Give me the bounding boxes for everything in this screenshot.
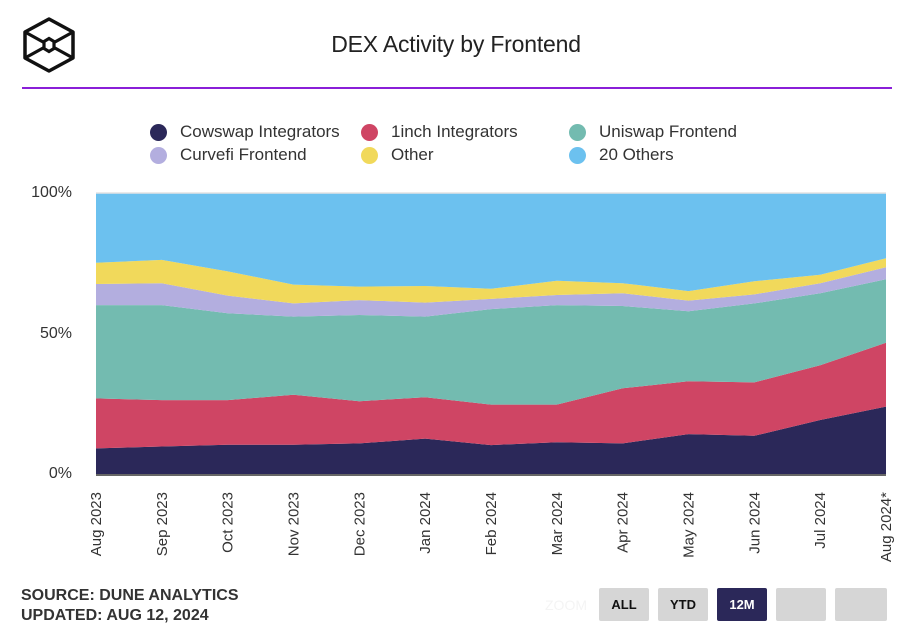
area-cowswap-integrators[interactable] [96, 406, 886, 474]
legend-item-1inch-integrators[interactable]: 1inch Integrators [361, 122, 518, 142]
legend-swatch [361, 146, 378, 164]
x-tick-label: Apr 2024 [615, 492, 632, 553]
legend-swatch [361, 123, 378, 141]
legend-item-cowswap-integrators[interactable]: Cowswap Integrators [150, 122, 340, 142]
zoom-extra-button-1[interactable] [776, 588, 826, 621]
x-tick-label: Aug 2024* [878, 492, 895, 562]
legend-label: 20 Others [599, 145, 674, 164]
area-20-others[interactable] [96, 193, 886, 292]
x-tick-label: Sep 2023 [154, 492, 171, 556]
zoom-label: ZOOM [545, 597, 587, 613]
legend-item-curvefi-frontend[interactable]: Curvefi Frontend [150, 145, 307, 165]
x-tick-label: Feb 2024 [483, 492, 500, 555]
legend-swatch [150, 146, 167, 164]
x-tick-label: Dec 2023 [351, 492, 368, 556]
footer-info: SOURCE: DUNE ANALYTICS UPDATED: AUG 12, … [21, 586, 239, 626]
area-1inch-integrators[interactable] [96, 342, 886, 449]
chart-title: DEX Activity by Frontend [331, 31, 581, 57]
x-tick-label: Aug 2023 [88, 492, 105, 556]
header-divider [22, 87, 892, 89]
area-layers [96, 193, 886, 474]
legend-swatch [569, 123, 586, 141]
zoom-ytd-button[interactable]: YTD [658, 588, 708, 621]
legend-label: Uniswap Frontend [599, 122, 737, 141]
legend-item-other[interactable]: Other [361, 145, 434, 165]
hexagon-cube-logo-icon [23, 17, 75, 73]
zoom-12m-button[interactable]: 12M [717, 588, 767, 621]
legend-label: 1inch Integrators [391, 122, 518, 141]
source-label: SOURCE: DUNE ANALYTICS [21, 587, 239, 604]
legend-item-20-others[interactable]: 20 Others [569, 145, 674, 165]
legend-swatch [569, 146, 586, 164]
y-tick-label-100: 100% [31, 184, 72, 201]
x-tick-label: Oct 2023 [220, 492, 237, 553]
x-tick-label: Jul 2024 [812, 492, 829, 549]
area-other[interactable] [96, 258, 886, 304]
legend-label: Other [391, 145, 434, 164]
legend-label: Curvefi Frontend [180, 145, 307, 164]
y-tick-label-50: 50% [39, 325, 72, 342]
zoom-extra-button-2[interactable] [835, 588, 887, 621]
legend-item-uniswap-frontend[interactable]: Uniswap Frontend [569, 122, 737, 142]
x-tick-label: Nov 2023 [286, 492, 303, 556]
x-tick-labels: Aug 2023 Sep 2023 Oct 2023 Nov 2023 Dec 2023… [88, 492, 895, 562]
legend-swatch [150, 123, 167, 141]
x-tick-label: Jan 2024 [417, 492, 434, 554]
x-tick-label: Mar 2024 [549, 492, 566, 555]
area-curvefi-frontend[interactable] [96, 267, 886, 317]
zoom-all-button[interactable]: ALL [599, 588, 649, 621]
x-tick-label: May 2024 [681, 492, 698, 558]
updated-label: UPDATED: AUG 12, 2024 [21, 607, 209, 624]
y-tick-label-0: 0% [48, 465, 72, 482]
area-uniswap-frontend[interactable] [96, 279, 886, 405]
x-tick-label: Jun 2024 [746, 492, 763, 554]
legend-label: Cowswap Integrators [180, 122, 340, 141]
